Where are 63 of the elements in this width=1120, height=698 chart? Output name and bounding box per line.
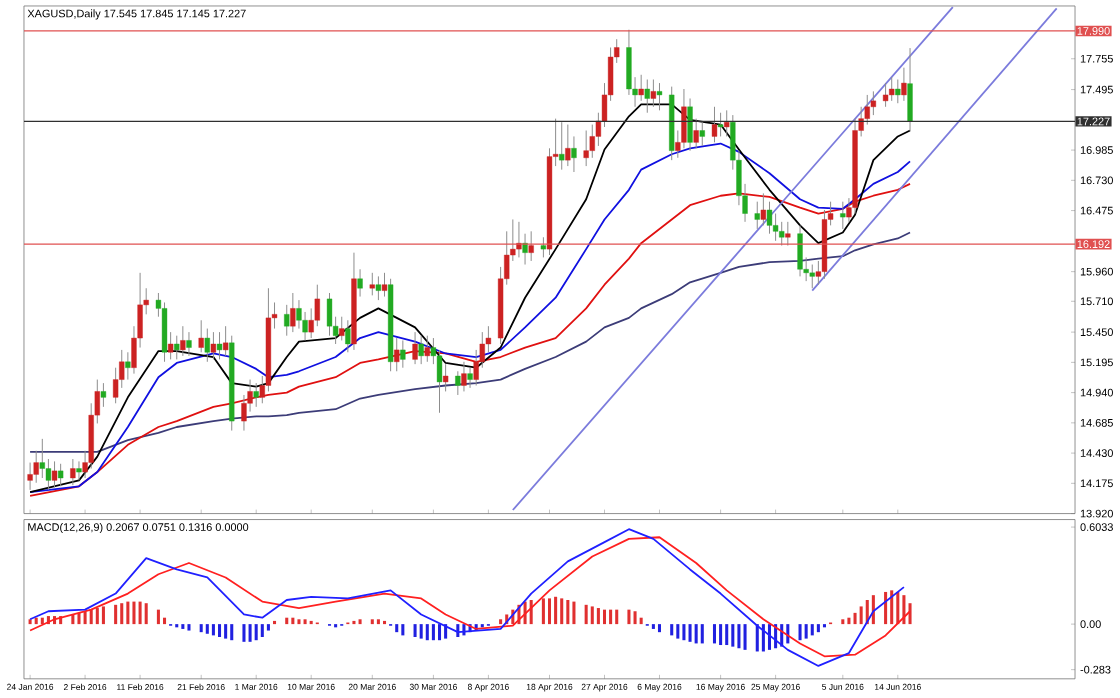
candlestick [424,335,430,363]
candlestick [357,268,363,297]
candlestick [125,351,131,380]
candlestick [412,331,418,365]
candlestick [400,339,406,369]
candlestick [565,124,571,167]
candlestick [216,331,223,360]
candlestick [907,47,913,132]
candlestick [559,121,565,171]
candlestick [644,78,650,114]
candlestick [161,301,168,363]
candlestick [797,224,803,277]
candlestick [76,460,82,481]
candlestick [779,221,785,246]
candlestick [809,263,815,289]
candlestick [889,76,895,102]
candlestick [687,97,693,152]
candlestick [882,82,889,108]
candlestick [717,112,724,137]
candlestick [693,118,699,149]
candlestick [766,201,773,235]
candlestick [724,109,730,137]
candlestick [174,335,180,360]
candlestick [455,370,461,396]
candlestick [290,292,296,333]
candlestick [528,230,534,262]
candlestick [583,129,589,167]
candlestick [58,463,64,487]
candlestick [326,292,333,337]
candlestick [760,192,767,226]
candlestick [210,331,217,360]
candlestick [467,367,473,389]
candlestick [699,121,705,147]
candlestick [70,458,76,486]
candlestick [381,272,388,297]
candlestick [461,361,467,392]
candlestick [638,74,644,102]
candlestick [345,319,351,353]
candlestick [571,135,577,173]
candlestick [369,272,375,296]
candlestick [394,337,400,372]
candlestick [198,319,204,353]
candlestick [418,335,424,365]
candlestick [186,331,192,357]
candlestick [284,304,290,337]
candlestick [754,201,760,230]
candlestick [204,328,210,363]
candlestick [540,236,547,258]
candlestick [100,382,107,408]
candlestick [711,106,718,143]
candlestick [180,325,186,357]
candlestick [222,325,229,357]
candlestick [840,201,846,230]
candlestick [51,460,58,488]
candlestick [167,331,174,360]
candlestick [375,275,382,301]
candlestick [785,221,791,246]
candlestick [656,82,663,111]
candlestick [895,78,901,104]
candlestick [253,382,259,408]
candlestick [339,316,345,341]
candlestick [442,363,449,392]
candlestick [650,78,657,108]
